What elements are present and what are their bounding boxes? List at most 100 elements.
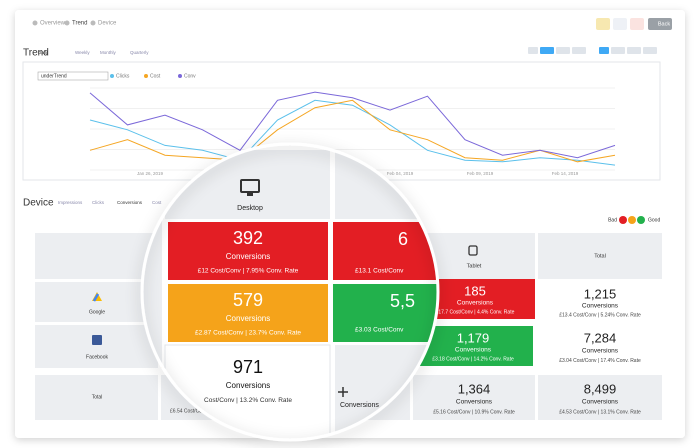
metric-tab[interactable]: Clicks	[92, 200, 105, 205]
metric-value: 392	[233, 228, 263, 248]
period-tab[interactable]: Monthly	[100, 50, 117, 55]
column-header: Total	[594, 253, 606, 259]
row-label: Google	[89, 309, 105, 315]
legend-dot	[637, 216, 645, 224]
metric-detail: £3.18 Cost/Conv | 14.2% Conv. Rate	[432, 357, 514, 363]
magnifier-rim	[140, 142, 440, 442]
plus-icon	[338, 387, 348, 397]
table-cell	[35, 282, 158, 322]
legend-dot	[144, 74, 148, 78]
metric-cell	[168, 222, 328, 280]
metric-detail: £6.54 Cost/Conv | 13.2	[170, 408, 221, 414]
metric-unit: Conversions	[226, 381, 270, 390]
bf-button	[613, 18, 627, 30]
dropdown	[37, 71, 109, 81]
table-cell	[413, 375, 535, 420]
metric-unit: Conversions	[582, 399, 619, 406]
table-cell	[35, 233, 158, 279]
table-cell	[35, 325, 158, 368]
metric-value: 579	[233, 290, 263, 310]
row-label: Facebook	[86, 354, 108, 360]
metric-unit: Conversions	[456, 399, 493, 406]
metric-tab[interactable]: Conversions	[117, 200, 143, 205]
x-label: Feb 14, 2019	[552, 171, 579, 176]
metric-value: 7,284	[584, 331, 617, 346]
column-header: Tablet	[467, 263, 482, 269]
legend-dot	[619, 216, 627, 224]
legend-label: Clicks	[116, 73, 130, 79]
breadcrumb-link[interactable]: Device	[98, 21, 117, 27]
section-title: Trend	[23, 48, 49, 59]
metric-value: 1,215	[584, 287, 617, 302]
metric-value: 6	[398, 229, 408, 249]
metric-cell	[168, 284, 328, 342]
metric-detail: Cost/Conv | 13.2% Conv. Rate	[204, 397, 292, 404]
metric-unit: Conversions	[457, 300, 494, 307]
metric-value: 1,364	[458, 381, 491, 396]
metric-value: 8,499	[584, 381, 617, 396]
range-button	[528, 47, 538, 54]
desktop-icon	[247, 193, 253, 196]
metric-detail: £3.03 Cost/Conv	[355, 327, 404, 334]
period-tab[interactable]: Daily	[38, 50, 49, 55]
metric-detail: £2.87 Cost/Conv | 23.7% Conv. Rate	[195, 329, 301, 336]
table-cell	[538, 233, 662, 279]
metric-value: 971	[233, 357, 263, 377]
section-title: Device	[23, 198, 54, 209]
trend-line	[89, 91, 616, 159]
x-label: Jan 26, 2019	[137, 171, 164, 176]
legend-bad: Bad	[608, 217, 617, 223]
column-header: Desktop	[237, 205, 263, 212]
trend-line	[89, 99, 616, 163]
metric-unit: Conversions	[226, 314, 270, 323]
range-button	[643, 47, 657, 54]
tablet-icon	[468, 245, 478, 256]
range-button	[627, 47, 641, 54]
pdf-button	[630, 18, 644, 30]
metric-value: 185	[464, 284, 486, 299]
period-tab[interactable]: Quarterly	[130, 50, 149, 55]
metric-tab[interactable]: Impressions	[58, 200, 83, 205]
table-cell	[35, 375, 158, 420]
metric-value: 1,179	[457, 331, 490, 346]
legend-label: Conv	[184, 73, 196, 79]
nav-icon	[90, 20, 96, 26]
dropdown-label[interactable]: underTrend	[41, 73, 67, 79]
metric-cell	[333, 284, 438, 342]
back-button	[648, 18, 672, 30]
table-cell	[538, 325, 662, 368]
metric-tab[interactable]: Cost	[152, 200, 162, 205]
breadcrumb-link[interactable]: Trend	[72, 21, 87, 27]
metric-detail: £3.04 Cost/Conv | 17.4% Conv. Rate	[559, 358, 641, 364]
range-button	[556, 47, 570, 54]
metric-unit: Conversions	[582, 348, 619, 355]
metric-detail: £12 Cost/Conv | 7.95% Conv. Rate	[198, 267, 299, 274]
metric-detail: £13.1 Cost/Conv	[355, 268, 404, 275]
breadcrumb-link[interactable]: Overview	[40, 21, 66, 27]
nav-icon	[32, 20, 38, 26]
range-button	[599, 47, 609, 54]
desktop-icon	[240, 179, 260, 193]
facebook-logo	[92, 335, 102, 345]
metric-detail: £17.7 Cost/Conv | 4.4% Conv. Rate	[436, 310, 515, 316]
range-button	[611, 47, 625, 54]
metric-detail: £4.53 Cost/Conv | 13.1% Conv. Rate	[559, 410, 641, 416]
metric-value: 5,5	[390, 291, 415, 311]
legend-dot	[178, 74, 182, 78]
back-label[interactable]: Back	[658, 21, 670, 27]
nav-icon	[64, 20, 70, 26]
row-label: Total	[92, 394, 103, 400]
edit-button	[596, 18, 610, 30]
metric-detail: £5.16 Cost/Conv | 10.9% Conv. Rate	[433, 410, 515, 416]
period-tab[interactable]: Weekly	[75, 50, 90, 55]
metric-detail: £13.4 Cost/Conv | 5.24% Conv. Rate	[559, 313, 641, 319]
table-cell	[538, 375, 662, 420]
metric-unit: Conversions	[582, 303, 619, 310]
legend-dot	[110, 74, 114, 78]
range-button	[572, 47, 586, 54]
legend-dot	[628, 216, 636, 224]
x-label: Feb 09, 2019	[467, 171, 494, 176]
google-logo	[92, 293, 100, 302]
range-button	[540, 47, 554, 54]
